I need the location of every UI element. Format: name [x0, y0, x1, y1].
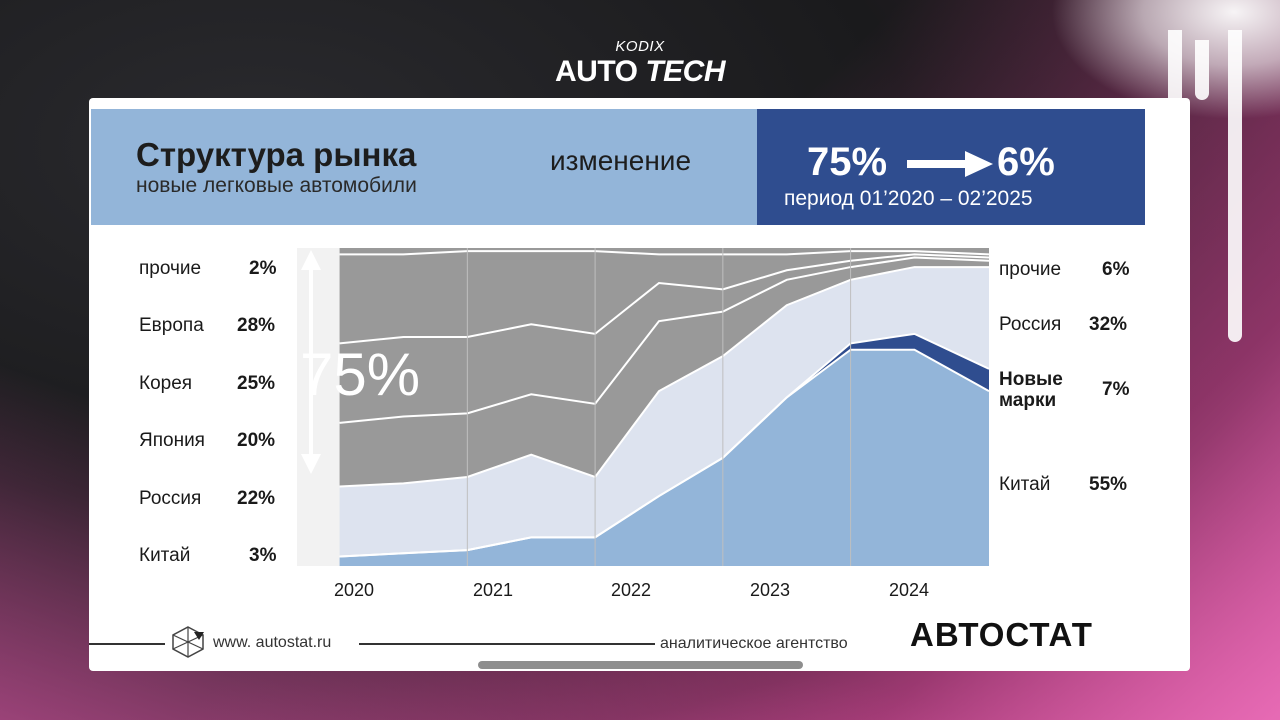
arrow-up-icon	[301, 250, 321, 270]
area-series-europe	[339, 251, 990, 344]
x-tick-label: 2022	[610, 580, 652, 600]
area-series-russia	[339, 267, 990, 557]
left-label-russia: Россия	[139, 488, 202, 509]
right-value-russia: 32%	[1089, 314, 1128, 335]
series-boundary-russia	[339, 266, 989, 488]
left-label-china: Китай	[139, 545, 191, 566]
infographic-card: 75% 6% период 01’2020 – 02’2025 Структур…	[89, 98, 1190, 671]
footer-url: www. autostat.ru	[213, 634, 332, 651]
left-value-russia: 22%	[237, 488, 276, 509]
left-label-japan: Япония	[139, 430, 205, 451]
left-value-japan: 20%	[237, 430, 276, 451]
market-structure-chart: 75%	[297, 248, 990, 566]
left-value-china: 3%	[249, 545, 277, 566]
header-right-panel: 75% 6% период 01’2020 – 02’2025	[757, 109, 1145, 225]
change-label: изменение	[550, 145, 692, 176]
page-subtitle: новые легковые автомобили	[136, 174, 417, 197]
paint-drip	[1195, 40, 1209, 100]
series-boundary-japan	[339, 256, 990, 424]
area-series-korea	[339, 254, 990, 423]
right-label-russia: Россия	[999, 314, 1062, 335]
area-chart-svg: 75%	[297, 248, 990, 566]
brand-word-auto: AUTO	[555, 55, 638, 88]
x-tick-label: 2020	[333, 580, 375, 600]
page-title: Структура рынка	[136, 136, 417, 173]
left-label-korea: Корея	[139, 373, 193, 394]
change-to-value: 6%	[997, 140, 1055, 184]
period-text: период 01’2020 – 02’2025	[784, 187, 1033, 210]
left-value-korea: 25%	[237, 373, 276, 394]
x-tick-label: 2021	[472, 580, 514, 600]
paint-drip	[1168, 30, 1182, 110]
footer-divider	[89, 643, 165, 645]
area-series-others	[339, 248, 990, 255]
left-value-others: 2%	[249, 258, 277, 279]
overlay-share-label: 75%	[300, 341, 420, 408]
series-boundary-new-brands	[339, 332, 990, 558]
footer-divider	[359, 643, 655, 645]
right-label-china: Китай	[999, 474, 1051, 495]
arrow-down-icon	[301, 454, 321, 474]
right-value-others: 6%	[1102, 259, 1130, 280]
autostat-logo-icon	[172, 626, 204, 658]
left-label-others: прочие	[139, 258, 202, 279]
header-left-panel	[91, 109, 757, 225]
x-tick-label: 2023	[749, 580, 791, 600]
change-from-value: 75%	[807, 140, 888, 184]
scrollbar-thumb[interactable]	[478, 661, 803, 669]
footer-agency: аналитическое агентство	[660, 635, 848, 652]
brand-word-tech: TECH	[645, 55, 725, 88]
series-boundary-korea	[339, 253, 990, 345]
series-boundary-europe	[339, 250, 990, 256]
left-value-europe: 28%	[237, 315, 276, 336]
left-label-europe: Европа	[139, 315, 204, 336]
right-label-others: прочие	[999, 259, 1062, 280]
x-tick-label: 2024	[888, 580, 930, 600]
right-value-new-brands: 7%	[1102, 379, 1130, 400]
right-value-china: 55%	[1089, 474, 1128, 495]
area-series-japan	[339, 257, 990, 487]
brand-logo: KODIX AUTO TECH	[0, 38, 1280, 88]
footer-brand-logo: АВТОСТАТ	[910, 616, 1093, 653]
arrow-right-icon	[907, 151, 993, 177]
paint-drip	[1228, 30, 1242, 342]
brand-big-text: AUTO TECH	[0, 56, 1280, 88]
right-label-new-brands: Новые марки	[999, 369, 1063, 411]
brand-small-text: KODIX	[615, 38, 665, 55]
area-series-china	[339, 349, 990, 566]
